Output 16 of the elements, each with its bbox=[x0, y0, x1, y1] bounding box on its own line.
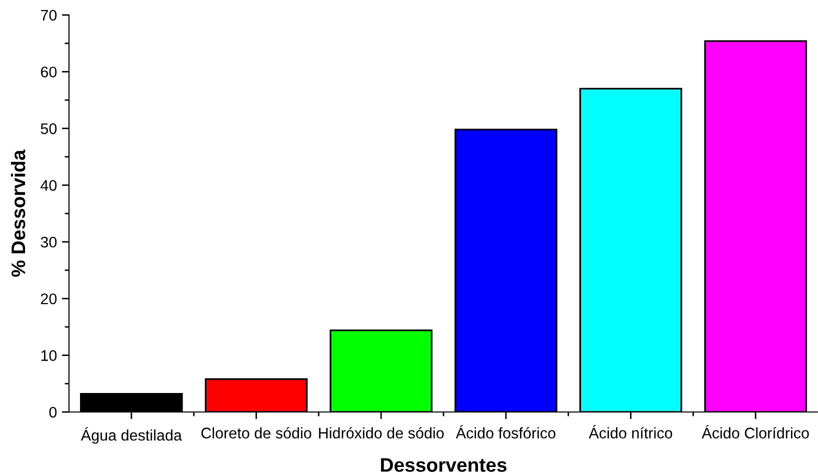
y-tick-label: 40 bbox=[40, 180, 57, 191]
y-tick-label: 10 bbox=[41, 350, 57, 361]
x-tick-label: Ácido nítrico bbox=[588, 425, 672, 438]
y-tick-label: 60 bbox=[40, 66, 57, 78]
x-tick-label: Hidróxido de sódio bbox=[319, 427, 444, 438]
x-tick-label: Cloreto de sódio bbox=[201, 427, 312, 438]
y-tick-label: 70 bbox=[40, 10, 57, 21]
y-tick-label: 50 bbox=[40, 123, 57, 134]
y-tick-label: 20 bbox=[40, 293, 57, 304]
x-tick-label: Ácido Clorídrico bbox=[702, 425, 809, 438]
y-tick-label: 0 bbox=[49, 406, 57, 418]
y-tick-label: 30 bbox=[40, 236, 57, 248]
y-axis-title: % Dessorvida bbox=[10, 150, 26, 277]
x-axis-title: Dessorventes bbox=[381, 458, 506, 472]
x-tick-label: Ácido fosfórico bbox=[456, 425, 556, 438]
x-tick-label: Água destilada bbox=[80, 427, 182, 444]
